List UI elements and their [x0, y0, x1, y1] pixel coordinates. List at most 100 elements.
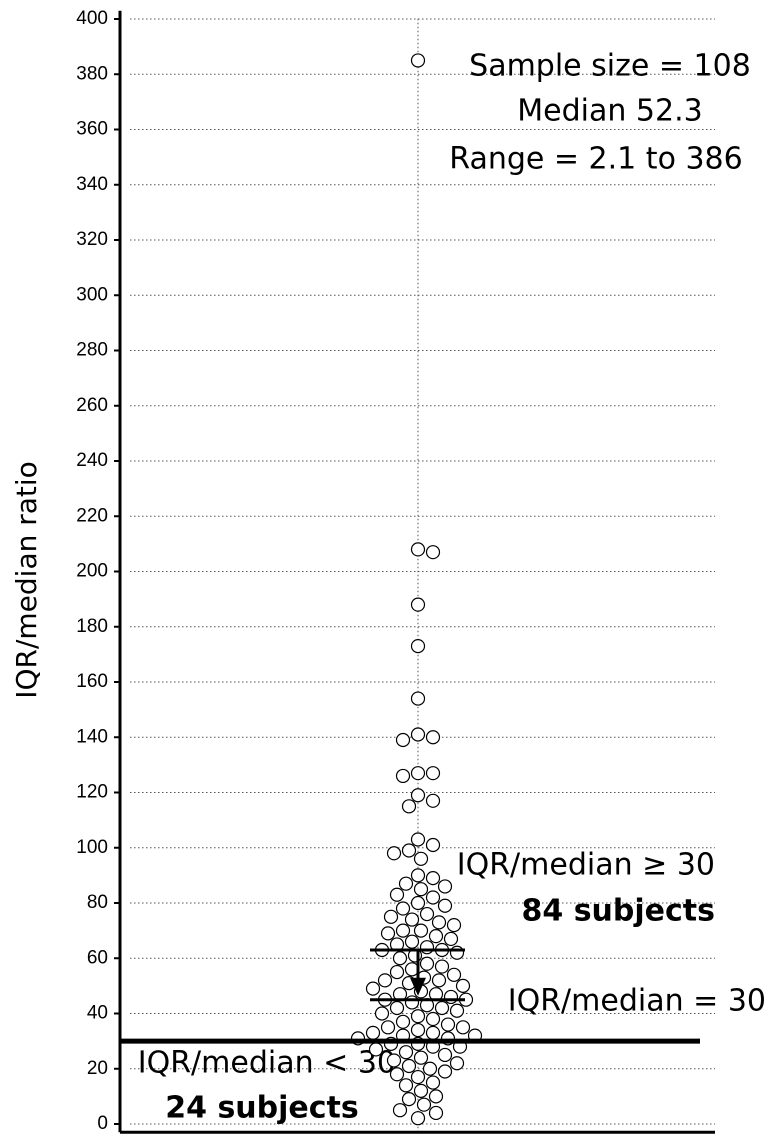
data-point: [425, 1025, 441, 1040]
data-point: [440, 1017, 456, 1032]
annotation: IQR/median < 30: [138, 1046, 396, 1081]
data-point: [422, 1061, 438, 1076]
annotation: Range = 2.1 to 386: [449, 142, 742, 177]
data-point: [404, 934, 420, 949]
data-point: [386, 846, 402, 861]
data-point: [401, 843, 417, 858]
data-point: [410, 638, 426, 654]
data-point: [410, 542, 426, 557]
y-tick-label: 120: [76, 782, 108, 803]
y-tick-label: 240: [76, 450, 108, 471]
data-point: [395, 768, 411, 784]
data-point: [419, 940, 435, 955]
data-point: [449, 945, 465, 960]
data-point: [395, 901, 411, 916]
y-tick-label: 360: [76, 119, 108, 140]
data-point: [443, 931, 459, 947]
data-point: [425, 837, 441, 853]
data-point: [425, 730, 441, 745]
data-point: [428, 1105, 444, 1121]
y-tick-label: 260: [76, 395, 108, 416]
y-tick-label: 300: [76, 284, 108, 305]
data-point: [413, 1050, 429, 1065]
y-tick-label: 80: [87, 892, 108, 913]
data-point: [446, 967, 462, 982]
y-tick-label: 40: [87, 1003, 108, 1024]
data-point: [425, 1075, 441, 1090]
data-point: [395, 923, 411, 938]
data-point: [392, 951, 408, 966]
data-point: [410, 788, 426, 803]
data-point: [392, 1103, 408, 1118]
data-point: [455, 978, 471, 993]
data-point: [434, 959, 450, 974]
data-point: [410, 832, 426, 847]
data-point: [410, 868, 426, 883]
data-point: [455, 1020, 471, 1035]
data-point: [425, 890, 441, 905]
data-point: [377, 973, 393, 988]
data-point: [404, 912, 420, 927]
data-point: [410, 766, 426, 781]
data-point: [425, 871, 441, 886]
data-point: [416, 1097, 432, 1112]
data-point: [401, 1092, 417, 1107]
y-tick-label: 320: [76, 229, 108, 250]
data-point: [404, 995, 420, 1010]
data-point: [431, 973, 447, 988]
data-point: [410, 727, 426, 742]
data-point: [434, 1000, 450, 1016]
y-tick-label: 280: [76, 340, 108, 361]
data-point: [410, 691, 426, 706]
y-tick-label: 100: [76, 837, 108, 858]
data-point: [365, 1025, 381, 1040]
y-tick-label: 160: [76, 671, 108, 692]
data-point: [413, 851, 429, 866]
data-point: [389, 1067, 405, 1082]
data-point: [413, 882, 429, 897]
data-point: [386, 1053, 402, 1068]
y-tick-label: 60: [87, 947, 108, 968]
annotation: 84 subjects: [522, 894, 716, 929]
annotation: IQR/median = 30: [508, 984, 766, 1019]
data-point: [389, 887, 405, 902]
data-point: [410, 1009, 426, 1024]
data-point: [437, 898, 453, 913]
data-point: [419, 956, 435, 971]
y-tick-label: 200: [76, 561, 108, 582]
y-tick-label: 340: [76, 174, 108, 195]
annotation: Sample size = 108: [469, 49, 751, 84]
data-point: [410, 1022, 426, 1038]
data-point: [428, 929, 444, 944]
data-point: [365, 981, 381, 996]
data-point: [419, 906, 435, 922]
data-point: [431, 915, 447, 930]
annotation: Median 52.3: [517, 94, 702, 129]
y-tick-label: 140: [76, 726, 108, 747]
data-point: [395, 732, 411, 748]
data-point: [410, 1069, 426, 1085]
data-point: [437, 1064, 453, 1079]
y-tick-label: 180: [76, 616, 108, 637]
data-point: [425, 766, 441, 781]
data-point: [398, 876, 414, 891]
y-tick-label: 220: [76, 505, 108, 526]
data-point: [437, 1047, 453, 1063]
y-tick-label: 380: [76, 63, 108, 84]
data-point: [410, 1111, 426, 1126]
data-point: [446, 917, 462, 933]
data-point: [413, 923, 429, 938]
data-point: [437, 879, 453, 894]
data-point: [398, 1078, 414, 1093]
data-point: [368, 1042, 384, 1057]
arrow-head: [410, 977, 426, 996]
data-point: [449, 1003, 465, 1018]
data-point: [398, 1045, 414, 1060]
data-point: [449, 1056, 465, 1071]
data-point: [425, 545, 441, 560]
data-point: [401, 1058, 417, 1074]
data-point: [410, 895, 426, 911]
data-point: [425, 793, 441, 808]
data-point: [389, 964, 405, 980]
y-tick-label: 0: [97, 1113, 108, 1134]
